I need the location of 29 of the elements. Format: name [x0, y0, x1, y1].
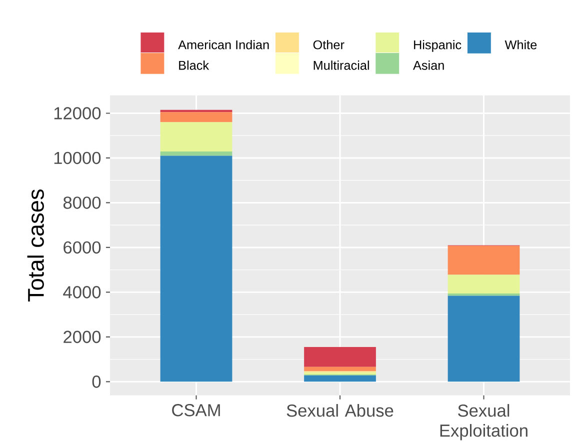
y-tick-label: 2000	[64, 330, 101, 344]
x-tick-label: Sexual Abuse	[286, 404, 394, 417]
y-tick-label: 6000	[64, 241, 101, 254]
y-tick-label: 0	[92, 376, 101, 388]
y-tick-label: 12000	[54, 107, 101, 120]
bar	[304, 347, 376, 367]
x-tick-label: Sexual Exploitation	[440, 404, 528, 440]
y-tick-label: 4000	[63, 286, 101, 298]
legend-label: Other	[313, 40, 344, 50]
y-axis-title: Total cases	[27, 189, 44, 302]
bar	[160, 151, 232, 156]
legend-label: Black	[179, 60, 210, 70]
bar	[448, 296, 520, 382]
bar	[448, 246, 520, 275]
bar	[160, 112, 232, 122]
bar	[448, 274, 520, 294]
y-tick-label: 8000	[63, 196, 101, 209]
bar	[304, 375, 376, 382]
legend-label: White	[504, 40, 537, 50]
bar	[160, 156, 232, 382]
x-tick-label: CSAM	[172, 404, 220, 416]
legend-label: Asian	[413, 60, 444, 70]
bar	[304, 372, 376, 375]
legend-label: Hispanic	[414, 40, 462, 52]
bar	[304, 366, 376, 372]
y-tick-label: 10000	[54, 152, 101, 164]
legend-label: American Indian	[178, 40, 269, 50]
bar	[160, 122, 232, 152]
legend-label: Multiracial	[314, 60, 369, 70]
